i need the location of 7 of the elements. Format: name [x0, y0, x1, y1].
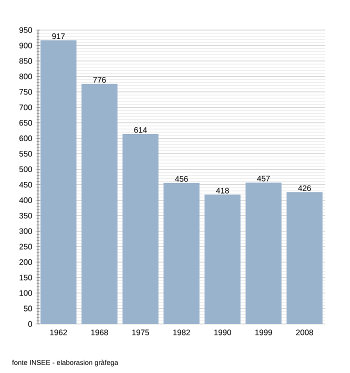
- bar: [204, 194, 241, 324]
- bar: [40, 40, 76, 324]
- bar: [81, 84, 118, 324]
- bar: [122, 134, 158, 324]
- bar: [286, 192, 323, 324]
- bar: [164, 182, 200, 324]
- bar: [246, 182, 282, 324]
